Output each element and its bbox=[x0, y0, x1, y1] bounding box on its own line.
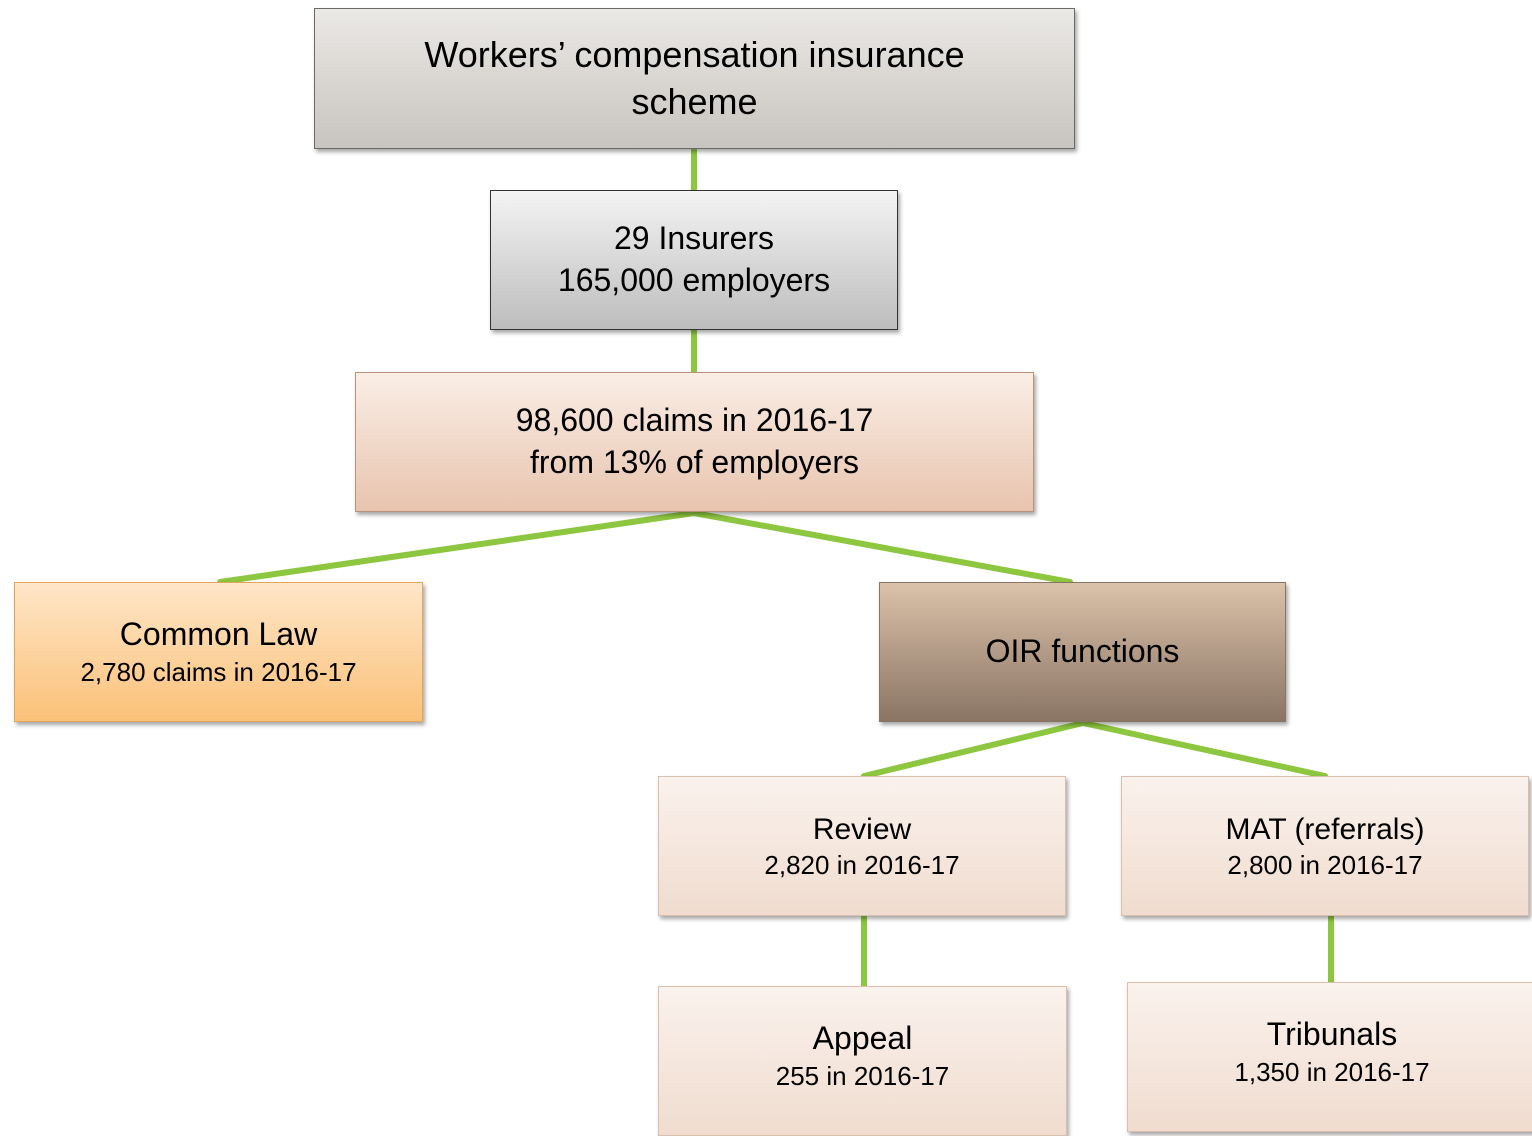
node-title: OIR functions bbox=[985, 633, 1180, 670]
node-title: Tribunals bbox=[1266, 1016, 1398, 1053]
node-title: Common Law bbox=[119, 616, 318, 653]
node-title: Workers’ compensation insurance bbox=[424, 33, 965, 75]
node-title: MAT (referrals) bbox=[1225, 812, 1425, 846]
connector bbox=[1080, 720, 1328, 779]
node: Appeal 255 in 2016-17 bbox=[658, 986, 1067, 1136]
connector bbox=[691, 510, 1073, 585]
node-detail: 1,350 in 2016-17 bbox=[1234, 1056, 1430, 1087]
node-detail: 2,780 claims in 2016-17 bbox=[80, 656, 357, 687]
node-title: 29 Insurers bbox=[613, 220, 775, 257]
node: OIR functions bbox=[879, 582, 1286, 722]
node-detail: scheme bbox=[631, 80, 758, 122]
node: Common Law 2,780 claims in 2016-17 bbox=[14, 582, 423, 722]
node-title: Review bbox=[812, 812, 912, 846]
connector bbox=[861, 720, 1086, 779]
connector bbox=[217, 510, 697, 585]
node-title: Appeal bbox=[812, 1020, 913, 1057]
node-detail: 255 in 2016-17 bbox=[775, 1060, 950, 1091]
node-detail: 2,820 in 2016-17 bbox=[764, 849, 960, 880]
node: 98,600 claims in 2016-17 from 13% of empl… bbox=[355, 372, 1034, 512]
node-detail: from 13% of employers bbox=[529, 444, 859, 480]
node: Workers’ compensation insurance scheme bbox=[314, 8, 1075, 149]
node-title: 98,600 claims in 2016-17 bbox=[515, 402, 874, 439]
node: Review 2,820 in 2016-17 bbox=[658, 776, 1066, 916]
node-detail: 2,800 in 2016-17 bbox=[1227, 849, 1423, 880]
node: Tribunals 1,350 in 2016-17 bbox=[1127, 982, 1532, 1132]
node-detail: 165,000 employers bbox=[557, 262, 831, 298]
node: MAT (referrals) 2,800 in 2016-17 bbox=[1121, 776, 1529, 916]
node: 29 Insurers 165,000 employers bbox=[490, 190, 898, 330]
